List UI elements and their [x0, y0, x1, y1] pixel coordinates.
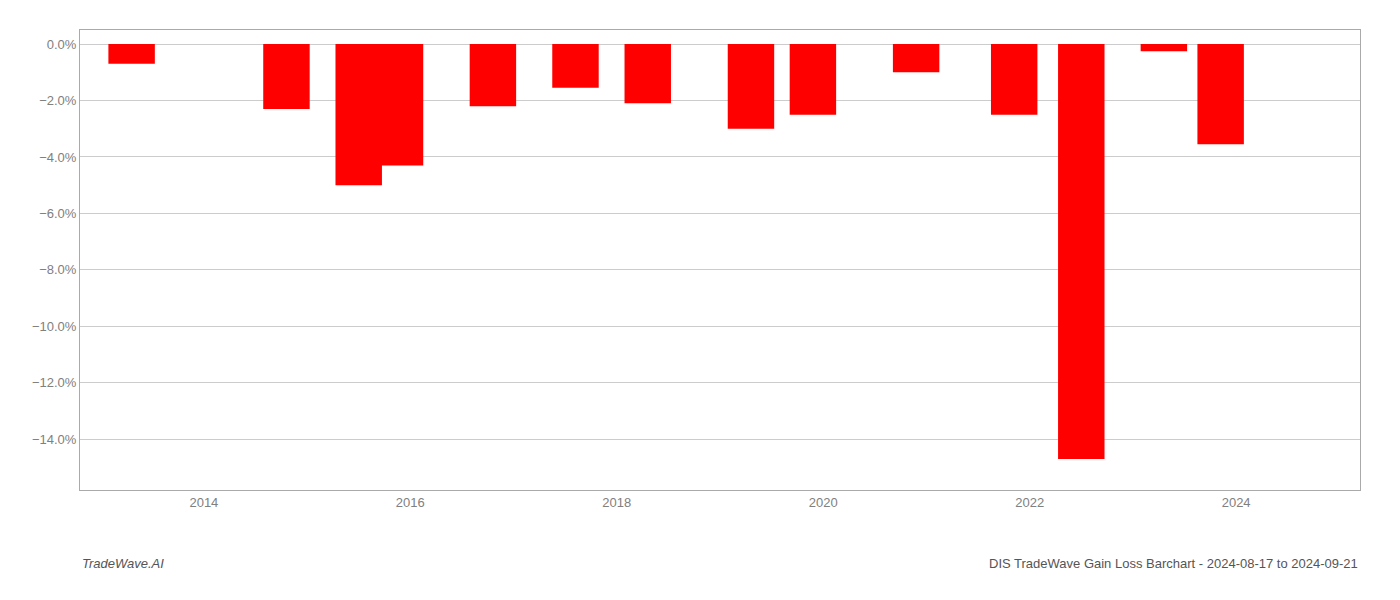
- svg-text:−10.0%: −10.0%: [32, 319, 77, 334]
- svg-text:2018: 2018: [602, 495, 631, 510]
- svg-text:−6.0%: −6.0%: [39, 206, 77, 221]
- svg-text:0.0%: 0.0%: [47, 37, 77, 52]
- svg-text:2024: 2024: [1222, 495, 1251, 510]
- svg-text:DIS TradeWave Gain Loss Barcha: DIS TradeWave Gain Loss Barchart - 2024-…: [989, 556, 1358, 571]
- svg-text:−2.0%: −2.0%: [39, 93, 77, 108]
- svg-text:−14.0%: −14.0%: [32, 432, 77, 447]
- svg-text:TradeWave.AI: TradeWave.AI: [82, 556, 164, 571]
- svg-text:−12.0%: −12.0%: [32, 375, 77, 390]
- svg-text:2014: 2014: [189, 495, 218, 510]
- svg-text:−8.0%: −8.0%: [39, 262, 77, 277]
- svg-text:2020: 2020: [809, 495, 838, 510]
- svg-text:2016: 2016: [396, 495, 425, 510]
- svg-text:−4.0%: −4.0%: [39, 150, 77, 165]
- svg-text:2022: 2022: [1015, 495, 1044, 510]
